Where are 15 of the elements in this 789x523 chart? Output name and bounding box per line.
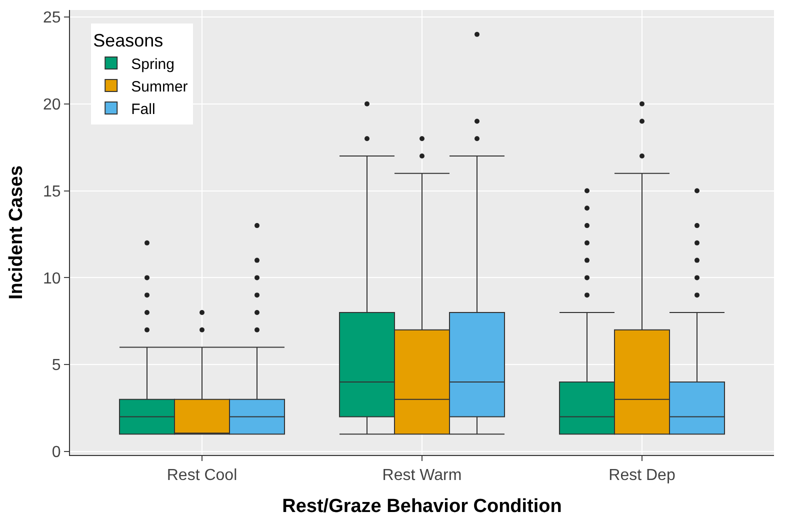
legend-label: Spring <box>131 56 174 73</box>
x-tick-label: Rest Warm <box>382 467 462 484</box>
y-tick-label: 20 <box>43 96 61 114</box>
y-tick-label: 10 <box>43 270 61 288</box>
legend-label: Summer <box>131 78 188 96</box>
legend-label: Fall <box>131 100 156 118</box>
y-axis-title: Incident Cases <box>6 165 27 300</box>
x-tick-label: Rest Dep <box>608 467 676 484</box>
legend-title: Seasons <box>93 30 164 51</box>
y-tick-label: 25 <box>43 10 61 27</box>
y-tick-label: 15 <box>43 183 61 200</box>
x-axis-title: Rest/Graze Behavior Condition <box>282 496 562 517</box>
y-tick-label: 5 <box>52 357 61 374</box>
y-tick-label: 0 <box>52 444 61 462</box>
x-tick-label: Rest Cool <box>166 467 238 484</box>
